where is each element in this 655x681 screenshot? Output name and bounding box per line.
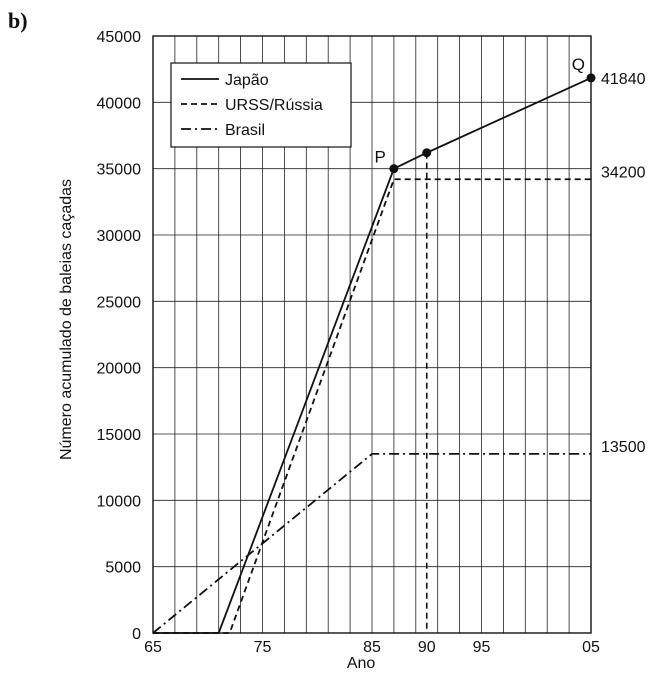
x-tick-label: 95 <box>473 639 491 656</box>
x-tick-label: 05 <box>582 639 600 656</box>
legend-label: Japão <box>225 72 269 89</box>
x-tick-label: 65 <box>144 639 162 656</box>
annotation-value: 13500 <box>601 439 646 456</box>
legend-box <box>170 62 352 148</box>
panel-label: b) <box>8 8 28 33</box>
point-markers <box>389 73 596 174</box>
annotation-value: 41840 <box>601 71 646 88</box>
annotation-point-label: Q <box>572 55 585 74</box>
annotations: P Q 41840 34200 13500 <box>375 55 646 456</box>
y-tick-label: 0 <box>132 626 141 643</box>
y-tick-label: 5000 <box>105 560 141 577</box>
plot-frame <box>152 35 592 634</box>
y-tick-label: 30000 <box>97 228 142 245</box>
point-marker <box>422 148 432 158</box>
series-line-brasil <box>152 452 591 634</box>
x-tick-label: 75 <box>254 639 272 656</box>
x-tick-label: 85 <box>363 639 381 656</box>
y-tick-label: 20000 <box>97 361 142 378</box>
tick-labels: 0 5000 10000 15000 20000 25000 30000 35000 40000… <box>97 29 601 656</box>
annotation-value: 34200 <box>601 164 646 181</box>
y-tick-label: 10000 <box>97 493 142 510</box>
point-marker <box>389 164 399 174</box>
y-tick-label: 35000 <box>97 162 142 179</box>
legend-label: URSS/Rússia <box>225 97 323 114</box>
legend: Japão URSS/Rússia Brasil <box>170 62 352 148</box>
y-tick-label: 25000 <box>97 294 142 311</box>
y-tick-label: 40000 <box>97 95 142 112</box>
x-tick-label: 90 <box>418 639 436 656</box>
point-marker <box>586 73 596 83</box>
y-tick-label: 45000 <box>97 29 142 46</box>
y-tick-label: 15000 <box>97 427 142 444</box>
annotation-point-label: P <box>375 148 386 167</box>
y-axis-label: Número acumulado de baleias caçadas <box>58 179 75 460</box>
x-axis-label: Ano <box>347 655 376 672</box>
axes <box>152 35 592 634</box>
legend-label: Brasil <box>225 122 265 139</box>
